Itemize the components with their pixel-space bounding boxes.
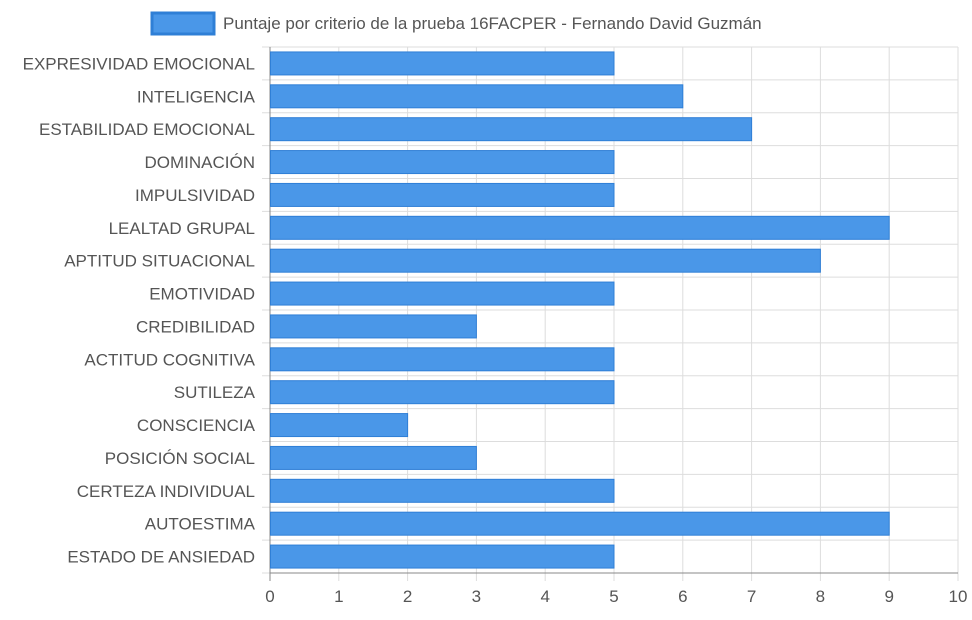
- x-tick-label: 10: [949, 587, 968, 606]
- bar[interactable]: [270, 281, 615, 306]
- bar[interactable]: [270, 248, 821, 273]
- legend[interactable]: Puntaje por criterio de la prueba 16FACP…: [150, 11, 762, 36]
- category-label: CONSCIENCIA: [137, 416, 256, 435]
- bar[interactable]: [270, 347, 615, 372]
- bar[interactable]: [270, 478, 615, 503]
- bar[interactable]: [270, 215, 890, 240]
- x-tick-label: 8: [816, 587, 825, 606]
- x-tick-label: 7: [747, 587, 756, 606]
- bar[interactable]: [270, 117, 753, 142]
- category-label: ESTADO DE ANSIEDAD: [67, 548, 255, 567]
- x-tick-label: 3: [472, 587, 481, 606]
- category-label: AUTOESTIMA: [145, 515, 256, 534]
- bar[interactable]: [270, 182, 615, 207]
- legend-swatch[interactable]: [150, 11, 216, 36]
- x-tick-label: 1: [334, 587, 343, 606]
- category-label: APTITUD SITUACIONAL: [64, 252, 255, 271]
- bar[interactable]: [270, 380, 615, 405]
- bar[interactable]: [270, 544, 615, 569]
- x-tick-label: 4: [540, 587, 549, 606]
- category-label: DOMINACIÓN: [145, 153, 256, 172]
- bar[interactable]: [270, 413, 409, 438]
- category-label: CERTEZA INDIVIDUAL: [77, 482, 255, 501]
- category-label: IMPULSIVIDAD: [135, 186, 255, 205]
- bar[interactable]: [270, 314, 477, 339]
- category-label: EMOTIVIDAD: [149, 285, 255, 304]
- category-label: ACTITUD COGNITIVA: [84, 350, 255, 369]
- x-axis-ticks: 0 1 2 3 4 5 6 7 8 9 10: [265, 587, 967, 606]
- bar[interactable]: [270, 511, 890, 536]
- category-label: POSICIÓN SOCIAL: [105, 449, 255, 468]
- category-label: LEALTAD GRUPAL: [109, 219, 255, 238]
- x-tick-label: 9: [884, 587, 893, 606]
- bar[interactable]: [270, 150, 615, 175]
- category-label: EXPRESIVIDAD EMOCIONAL: [23, 54, 255, 73]
- category-labels: EXPRESIVIDAD EMOCIONAL INTELIGENCIA ESTABI…: [23, 54, 256, 566]
- x-tick-label: 6: [678, 587, 687, 606]
- x-tick-label: 5: [609, 587, 618, 606]
- bar[interactable]: [270, 445, 477, 470]
- x-tick-label: 2: [403, 587, 412, 606]
- category-label: INTELIGENCIA: [137, 87, 256, 106]
- bars: [270, 51, 890, 569]
- x-tick-label: 0: [265, 587, 274, 606]
- bar[interactable]: [270, 84, 684, 109]
- category-label: SUTILEZA: [174, 383, 256, 402]
- category-label: ESTABILIDAD EMOCIONAL: [39, 120, 255, 139]
- category-label: CREDIBILIDAD: [136, 317, 255, 336]
- legend-label: Puntaje por criterio de la prueba 16FACP…: [223, 14, 762, 33]
- bar[interactable]: [270, 51, 615, 76]
